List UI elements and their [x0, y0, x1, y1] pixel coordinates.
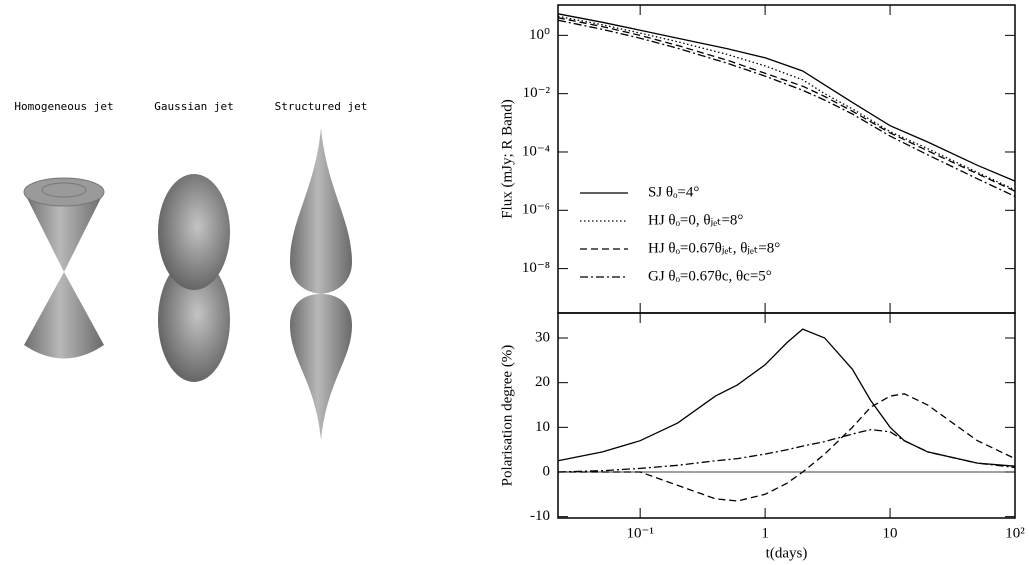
y-tick-label: -10: [530, 508, 550, 524]
x-axis-label: t(days): [766, 545, 808, 561]
x-tick-label: 10⁻¹: [626, 525, 653, 541]
series-line: [557, 328, 1016, 467]
series-line: [557, 17, 1016, 192]
y-axis-label: Polarisation degree (%): [499, 345, 515, 487]
y-tick-label: 10⁻⁶: [522, 202, 550, 218]
cone-top: [23, 177, 105, 207]
plot-frame: [557, 312, 1016, 519]
series-line: [557, 19, 1016, 197]
x-tick-label: 10: [883, 525, 898, 541]
y-tick-label: 0: [543, 463, 551, 479]
model-label: Homogeneous jet: [14, 100, 113, 113]
x-tick-label: 1: [761, 525, 769, 541]
model-label: Structured jet: [275, 100, 368, 113]
cone: [24, 272, 104, 359]
legend-label: SJ θₒ=4°: [648, 184, 699, 200]
series-line: [557, 13, 1016, 182]
series-line: [557, 15, 1016, 191]
x-tick-label: 10²: [1005, 525, 1025, 541]
cone-ring: [41, 182, 87, 198]
y-tick-label: 10⁰: [529, 27, 550, 43]
lobe: [158, 174, 230, 290]
y-axis-label: Flux (mJy; R Band): [499, 99, 515, 219]
charts: 10⁰ 10⁻² 10⁻⁴ 10⁻⁶ 10⁻⁸ Flux (mJy; R Band) SJ …: [499, 4, 1025, 561]
y-tick-label: 30: [535, 329, 550, 345]
spindle: [290, 128, 352, 294]
model-label: Gaussian jet: [154, 100, 233, 113]
series-line: [557, 428, 1016, 473]
jet-models: Homogeneous jet Gaussian jet Structured …: [14, 100, 367, 440]
legend-label: HJ θₒ=0.67θⱼₑₜ, θⱼₑₜ=8°: [648, 240, 780, 256]
cone: [24, 192, 104, 272]
plot-frame: [557, 4, 1016, 314]
legend-label: GJ θₒ=0.67θc, θc=5°: [648, 268, 772, 284]
y-tick-label: 10⁻⁴: [522, 143, 550, 159]
lobe: [158, 258, 230, 382]
y-tick-label: 10⁻²: [523, 85, 551, 101]
legend-label: HJ θₒ=0, θⱼₑₜ=8°: [648, 212, 743, 228]
spindle: [290, 294, 352, 440]
y-tick-label: 10⁻⁸: [522, 260, 550, 276]
y-tick-label: 10: [535, 419, 550, 435]
y-tick-label: 20: [535, 374, 550, 390]
series-line: [558, 393, 1016, 502]
